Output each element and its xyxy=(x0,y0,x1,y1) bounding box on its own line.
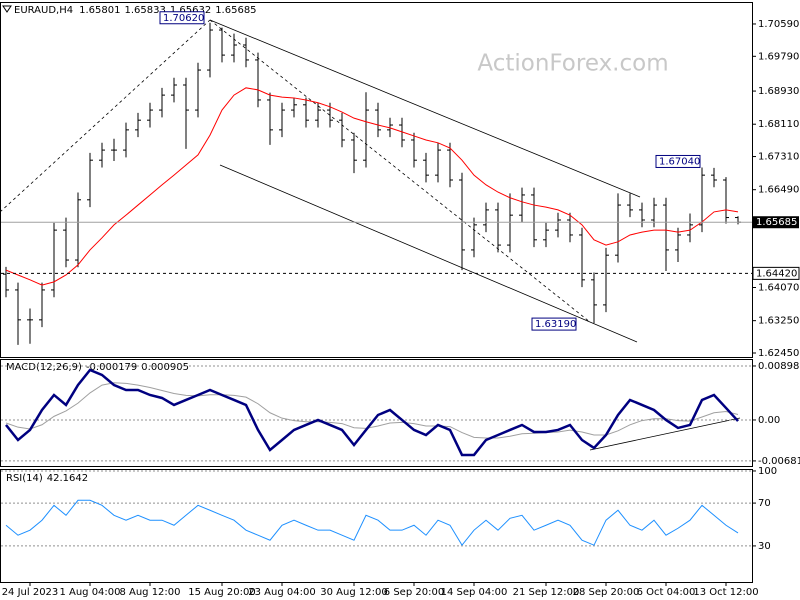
open: 1.65801 xyxy=(79,5,120,16)
y-tick-label: 100 xyxy=(758,466,777,477)
y-tick-label: 30 xyxy=(758,541,771,552)
annotation: 1.70620 xyxy=(163,13,204,24)
trend-lines xyxy=(0,19,741,451)
price-label-box xyxy=(753,216,799,229)
y-tick-label: 1.68110 xyxy=(758,119,799,130)
menu-icon xyxy=(2,5,12,13)
x-tick-label: 21 Sep 12:00 xyxy=(513,587,580,598)
signal-line xyxy=(5,382,739,439)
header: EURAUD,H4 1.65801 1.65833 1.65632 1.65685 xyxy=(14,5,257,16)
y-tick-label: 1.66490 xyxy=(758,185,799,196)
ohlc-bars xyxy=(3,22,741,345)
x-tick-label: 6 Oct 04:00 xyxy=(637,587,696,598)
x-tick-label: 1 Aug 04:00 xyxy=(59,587,120,598)
moving-average xyxy=(5,87,739,286)
x-tick-label: 30 Aug 12:00 xyxy=(320,587,387,598)
annotation-box xyxy=(655,154,701,168)
watermark: ActionForex.com xyxy=(477,51,668,77)
signal-value: 0.000905 xyxy=(141,362,189,373)
low: 1.65632 xyxy=(170,5,211,16)
y-tick-label: 1.70590 xyxy=(758,19,799,30)
price-label: 1.65685 xyxy=(756,217,797,228)
annotation: 1.63190 xyxy=(535,319,576,330)
y-tick-label: 1.68930 xyxy=(758,86,799,97)
macd-line xyxy=(5,368,739,457)
channel-lower xyxy=(219,164,638,343)
channel-upper xyxy=(209,19,641,198)
y-tick-label: 70 xyxy=(758,498,771,509)
dashed-trend xyxy=(209,19,591,323)
rsi-value: 42.1642 xyxy=(47,473,88,484)
macd-trend xyxy=(589,417,741,451)
macd-frame xyxy=(0,359,753,467)
rsi-header: RSI(14) 42.1642 xyxy=(6,473,88,484)
macd-title: MACD(12,26,9) xyxy=(6,362,82,373)
annotation-box xyxy=(531,317,577,331)
y-tick-label: 1.67310 xyxy=(758,152,799,163)
rsi-frame xyxy=(0,469,753,583)
annotation-box xyxy=(159,11,205,25)
support-label-box xyxy=(752,266,800,280)
x-tick-label: 24 Jul 2023 xyxy=(2,587,59,598)
annotation: 1.67040 xyxy=(659,156,700,167)
y-tick-label: 1.63250 xyxy=(758,316,799,327)
support-label: 1.64420 xyxy=(756,268,797,279)
macd-value: -0.000179 xyxy=(86,362,137,373)
y-tick-label: 0.008986 xyxy=(758,361,800,372)
symbol: EURAUD,H4 xyxy=(14,5,73,16)
x-tick-label: 13 Oct 12:00 xyxy=(693,587,758,598)
macd-header: MACD(12,26,9) -0.000179 0.000905 xyxy=(6,362,189,373)
rsi-title: RSI(14) xyxy=(6,473,43,484)
x-tick-label: 28 Sep 20:00 xyxy=(573,587,640,598)
high: 1.65833 xyxy=(124,5,165,16)
rsi-line xyxy=(5,499,739,547)
close: 1.65685 xyxy=(215,5,256,16)
x-tick-label: 15 Aug 20:00 xyxy=(188,587,255,598)
y-tick-label: 0.00 xyxy=(758,415,780,426)
x-tick-label: 14 Sep 04:00 xyxy=(441,587,508,598)
x-tick-label: 8 Aug 12:00 xyxy=(119,587,180,598)
x-tick-label: 23 Aug 04:00 xyxy=(248,587,315,598)
y-tick-label: 1.62450 xyxy=(758,348,799,359)
x-tick-label: 6 Sep 20:00 xyxy=(384,587,444,598)
y-tick-label: 1.64070 xyxy=(758,283,799,294)
y-tick-label: 1.69790 xyxy=(758,51,799,62)
price-frame xyxy=(0,2,753,358)
y-tick-label: -0.006814 xyxy=(758,456,800,467)
